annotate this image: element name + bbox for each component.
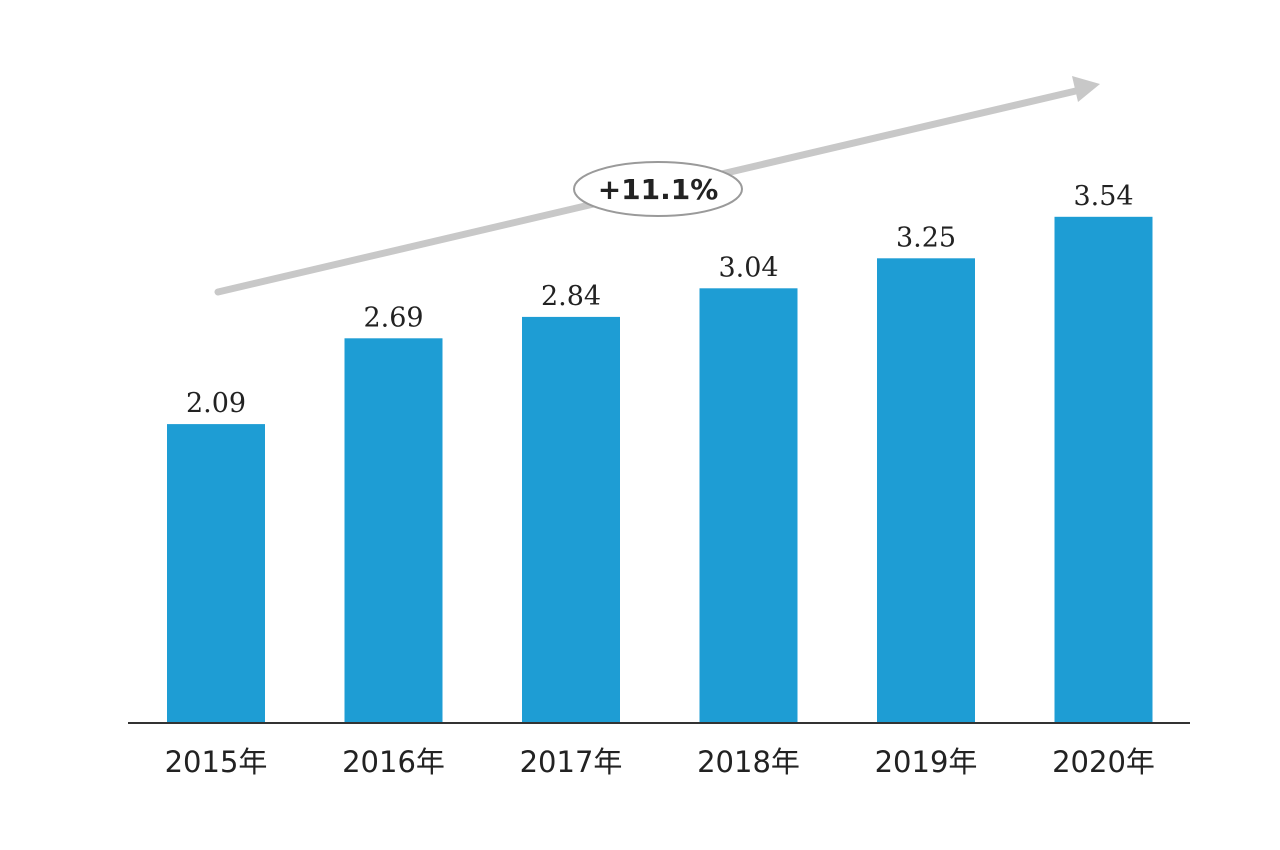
bar-2020 xyxy=(1054,216,1153,724)
x-tick-label: 2017年 xyxy=(520,745,623,779)
x-tick-label: 2019年 xyxy=(875,745,978,779)
x-tick-label: 2020年 xyxy=(1052,745,1155,779)
x-tick-label: 2016年 xyxy=(342,745,445,779)
x-tick-label: 2015年 xyxy=(165,745,268,779)
bar-value-label: 3.25 xyxy=(896,222,956,253)
value-labels-group: 2.09 2.69 2.84 3.04 3.25 3.54 xyxy=(186,181,1134,419)
bars-group xyxy=(167,216,1153,724)
trend-annotation: +11.1% xyxy=(214,76,1100,296)
x-tick-label: 2018年 xyxy=(697,745,800,779)
bar-value-label: 3.54 xyxy=(1073,181,1133,212)
growth-badge xyxy=(573,161,743,217)
x-tick-labels-group: 2015年 2016年 2017年 2018年 2019年 2020年 xyxy=(165,745,1155,779)
bar-2016 xyxy=(344,338,443,723)
bar-value-label: 3.04 xyxy=(718,252,778,283)
bar-2015 xyxy=(167,424,265,723)
bar-value-label: 2.69 xyxy=(363,302,423,333)
growth-rate-label: +11.1% xyxy=(598,173,719,206)
bar-value-label: 2.09 xyxy=(186,388,246,419)
bar-2019 xyxy=(877,258,975,724)
bar-2018 xyxy=(699,288,798,723)
bar-value-label: 2.84 xyxy=(541,281,601,312)
bar-2017 xyxy=(522,316,620,723)
trend-arrow-head xyxy=(1072,76,1100,102)
